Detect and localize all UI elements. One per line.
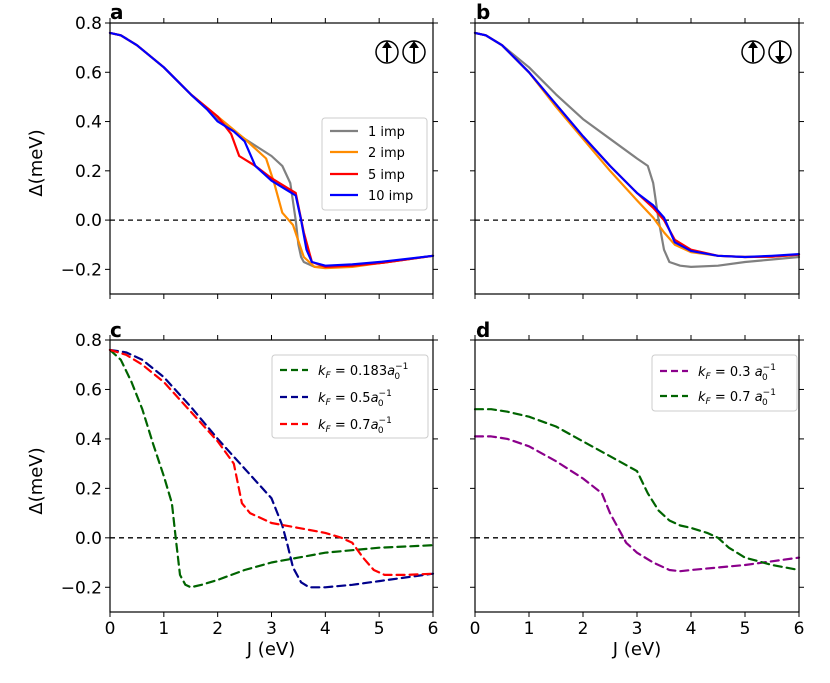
x-tick-label: 2 <box>212 619 223 639</box>
legend-label: 2 imp <box>368 146 405 161</box>
legend-label: kF = 0.7a−1 0 <box>318 416 392 436</box>
panel-b <box>470 18 804 299</box>
legend-label: kF = 0.183a−1 0 <box>318 362 408 382</box>
x-tick-label: 6 <box>428 619 439 639</box>
panel-label-d: d <box>476 318 490 342</box>
legend-label: kF = 0.5a−1 0 <box>318 389 392 409</box>
y-tick-label: 0.6 <box>75 63 102 83</box>
y-tick-label: −0.2 <box>61 260 102 280</box>
x-tick-label: 5 <box>374 619 385 639</box>
legend-label: kF = 0.7 a−1 0 <box>698 388 776 408</box>
y-axis-label-top: Δ(meV) <box>26 129 47 196</box>
legend-label: 1 imp <box>368 125 405 140</box>
series-line <box>473 435 801 573</box>
series-line <box>108 348 435 577</box>
panel-a: 0.8 0.6 0.4 0.2 0.0 −0.2 <box>61 14 438 299</box>
y-tick-label: 0.2 <box>75 162 102 182</box>
spin-up-icon <box>402 40 426 64</box>
y-tick-label: 0.4 <box>75 430 102 450</box>
series-line <box>473 408 801 572</box>
panel-label-a: a <box>110 0 124 24</box>
series-line <box>108 348 435 589</box>
y-tick-label: 0.2 <box>75 479 102 499</box>
x-tick-label: 0 <box>470 619 481 639</box>
panel-c: 0 1 2 3 4 5 6 0.8 0.6 0.4 0.2 0.0 −0.2 <box>61 331 439 639</box>
x-tick-label: 3 <box>266 619 277 639</box>
x-tick-label: 0 <box>105 619 116 639</box>
series-line <box>108 31 435 267</box>
panel-d: 0 1 2 3 4 5 6 <box>470 335 805 639</box>
legend-label: 5 imp <box>368 168 405 183</box>
y-tick-label: 0.8 <box>75 331 102 351</box>
panel-label-c: c <box>110 318 122 342</box>
legend-d: kF = 0.3 a−1 0 kF = 0.7 a−1 0 <box>651 354 798 412</box>
legend-label: 10 imp <box>368 189 413 204</box>
x-axis-label-d: J (eV) <box>612 639 661 660</box>
series-line <box>473 31 801 268</box>
y-tick-label: 0.0 <box>75 529 102 549</box>
y-tick-label: 0.4 <box>75 113 102 133</box>
y-tick-label: −0.2 <box>61 578 102 598</box>
x-tick-label: 5 <box>740 619 751 639</box>
legend-a: 1 imp 2 imp 5 imp 10 imp <box>321 117 428 211</box>
x-tick-label: 1 <box>524 619 535 639</box>
series-line <box>108 348 435 589</box>
spin-up-icon <box>741 40 765 64</box>
series-line <box>473 31 801 259</box>
x-tick-label: 3 <box>632 619 643 639</box>
x-tick-label: 4 <box>320 619 331 639</box>
x-axis-label-c: J (eV) <box>246 639 295 660</box>
x-tick-label: 6 <box>794 619 805 639</box>
spin-up-icon <box>375 40 399 64</box>
legend-label: kF = 0.3 a−1 0 <box>698 363 776 383</box>
y-tick-label: 0.8 <box>75 14 102 34</box>
panel-label-b: b <box>476 0 490 24</box>
y-tick-label: 0.6 <box>75 380 102 400</box>
y-axis-label-bottom: Δ(meV) <box>26 447 47 514</box>
spin-down-icon <box>768 40 792 64</box>
legend-c: kF = 0.183a−1 0 kF = 0.5a−1 0 kF = 0.7a−1 0 <box>271 354 429 439</box>
x-tick-label: 4 <box>686 619 697 639</box>
x-tick-label: 1 <box>158 619 169 639</box>
x-tick-label: 2 <box>578 619 589 639</box>
y-tick-label: 0.0 <box>75 211 102 231</box>
